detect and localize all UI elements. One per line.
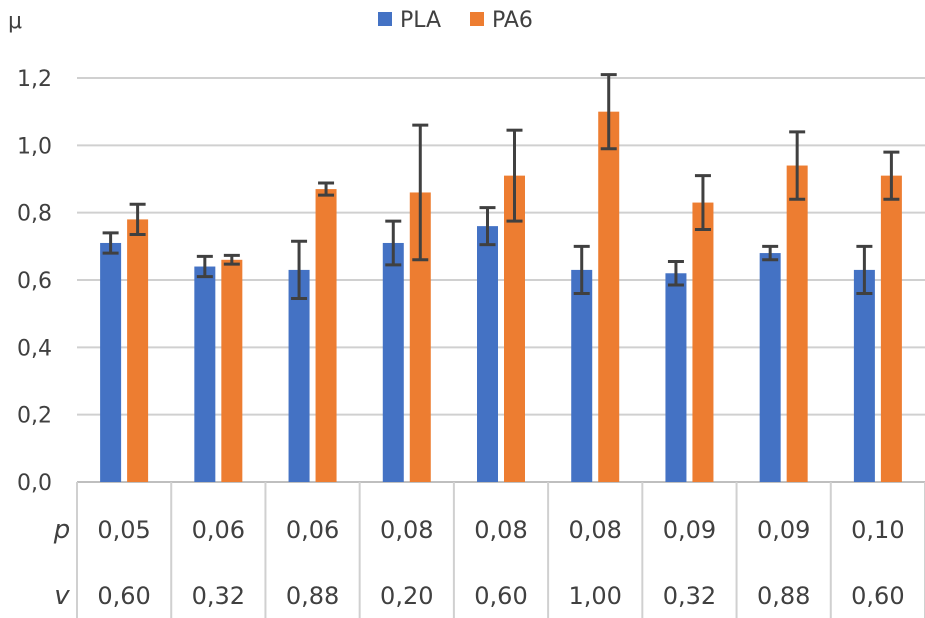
error-bar: [385, 219, 402, 267]
error-bar: [667, 259, 684, 287]
table-cell: 0,05: [97, 516, 150, 544]
error-bar: [506, 128, 523, 223]
bar-pla: [100, 242, 122, 482]
bar-pla: [477, 226, 498, 482]
row-label-p: p: [53, 515, 71, 545]
table-cell: 0,06: [192, 516, 245, 544]
bar-pla: [759, 253, 781, 482]
bar-pa6: [409, 192, 431, 482]
error-bar: [883, 150, 900, 201]
bar-pla: [194, 266, 216, 482]
table-cell: 0,06: [286, 516, 339, 544]
bar-pa6: [315, 189, 337, 482]
legend-label-pa6: PA6: [492, 8, 533, 33]
error-bar: [479, 206, 496, 247]
table-cell: 0,88: [286, 582, 339, 610]
y-tick-label: 1,2: [17, 67, 52, 92]
y-tick-label: 0,2: [17, 404, 52, 429]
error-bar: [318, 181, 335, 197]
bar-pla: [571, 269, 593, 482]
table-cell: 0,09: [663, 516, 716, 544]
bar-pa6: [598, 111, 620, 483]
y-tick-label: 1,0: [17, 134, 52, 159]
table-cell: 0,60: [474, 582, 527, 610]
error-bar: [223, 253, 240, 266]
table-cell: 0,60: [851, 582, 904, 610]
bar-pla: [853, 269, 875, 482]
error-bar: [789, 130, 806, 201]
bar-pa6: [127, 219, 149, 482]
table-cell: 0,08: [474, 516, 527, 544]
y-tick-label: 0,6: [17, 269, 52, 294]
table-cell: 0,08: [380, 516, 433, 544]
error-bar: [129, 202, 146, 237]
table-cell: 0,08: [569, 516, 622, 544]
table-cell: 0,88: [757, 582, 810, 610]
error-bar: [412, 123, 429, 262]
error-bar: [196, 254, 213, 279]
table-cell: 0,10: [851, 516, 904, 544]
table-cell: 0,60: [97, 582, 150, 610]
bar-pa6: [880, 175, 902, 482]
bar-pa6: [504, 175, 525, 482]
bar-pa6: [786, 165, 808, 483]
error-bar: [102, 231, 119, 255]
error-bar: [762, 244, 779, 262]
table-cell: 0,32: [192, 582, 245, 610]
error-bar: [291, 239, 308, 301]
y-axis-label: μ: [8, 9, 22, 34]
error-bar: [694, 174, 711, 231]
legend-label-pla: PLA: [400, 8, 441, 33]
error-bar: [856, 244, 873, 295]
error-bar: [573, 244, 590, 295]
bar-pa6: [692, 202, 714, 483]
bar-pla: [288, 269, 310, 482]
row-label-v: v: [54, 581, 70, 611]
bar-pa6: [221, 259, 243, 482]
bar-pla: [382, 242, 404, 482]
y-tick-label: 0,0: [17, 471, 52, 496]
legend-swatch-pa6: [470, 12, 484, 26]
y-tick-label: 0,4: [17, 336, 52, 361]
table-cell: 0,09: [757, 516, 810, 544]
table-cell: 1,00: [569, 582, 622, 610]
table-cell: 0,32: [663, 582, 716, 610]
y-tick-label: 0,8: [17, 202, 52, 227]
error-bar: [600, 73, 617, 151]
table-cell: 0,20: [380, 582, 433, 610]
bar-pla: [665, 273, 687, 482]
legend-swatch-pla: [378, 12, 392, 26]
